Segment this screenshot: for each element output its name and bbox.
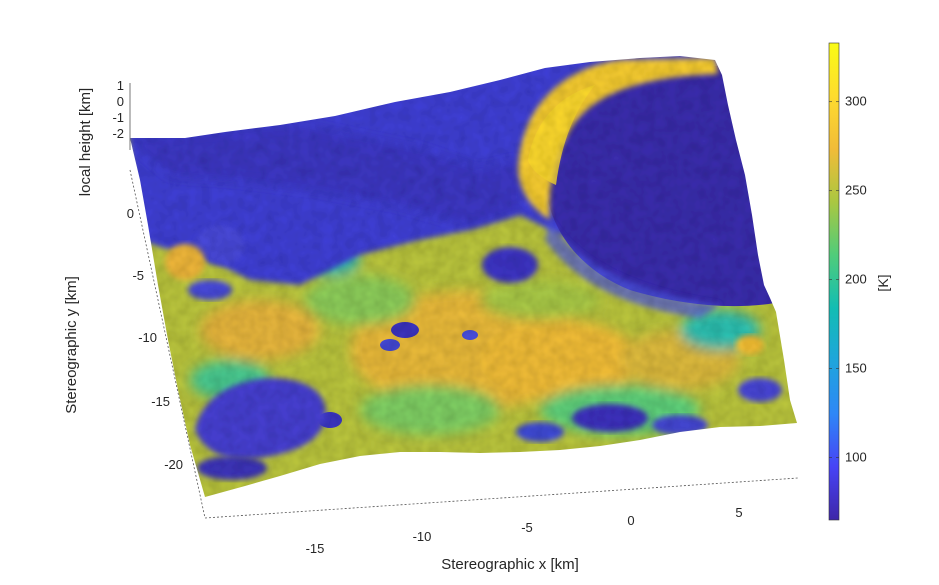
colorbar-label: [K] [875,274,891,291]
colorbar-tick-label: 300 [845,94,867,109]
surface [130,56,797,497]
colorbar-tick-label: 100 [845,450,867,465]
y-axis: 0 -5 -10 -15 -20 Stereographic y [km] [63,206,183,472]
colorbar-bar [828,42,840,521]
x-axis-label: Stereographic x [km] [441,556,579,573]
colorbar-tick-label: 150 [845,361,867,376]
z-tick-label: 0 [117,94,124,109]
z-axis: 1 0 -1 -2 local height [km] [77,78,124,196]
x-tick-label: -5 [521,520,533,535]
y-axis-label: Stereographic y [km] [63,276,80,414]
y-tick-label: -15 [151,394,170,409]
x-tick-label: 0 [627,513,634,528]
z-tick-label: -1 [112,110,124,125]
axes-lines [129,83,799,519]
y-tick-label: -20 [164,457,183,472]
x-axis: -15 -10 -5 0 5 Stereographic x [km] [306,505,743,573]
y-axis-line [129,169,206,519]
z-axis-label: local height [km] [77,88,94,196]
y-tick-label: 0 [127,206,134,221]
colorbar-tick-label: 200 [845,272,867,287]
y-tick-label: -5 [132,268,144,283]
colorbar-tick-label: 250 [845,183,867,198]
y-tick-label: -10 [138,330,157,345]
colorbar-ticks: 100 150 200 250 300 [829,94,867,465]
x-tick-label: 5 [735,505,742,520]
z-tick-label: -2 [112,126,124,141]
colorbar: 100 150 200 250 300 [K] [828,42,891,521]
x-tick-label: -15 [306,541,325,556]
z-tick-label: 1 [117,78,124,93]
x-tick-label: -10 [413,529,432,544]
x-axis-line [204,477,799,519]
